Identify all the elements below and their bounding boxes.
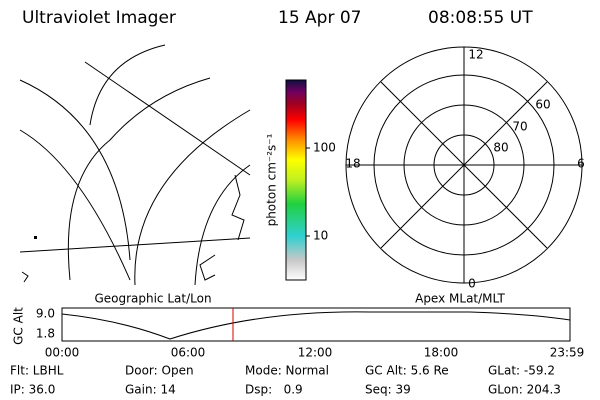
altitude-curve <box>61 311 571 340</box>
status-field: Dsp: 0.9 <box>245 383 303 397</box>
title: Ultraviolet Imager <box>22 8 176 28</box>
map-label: Geographic Lat/Lon <box>94 292 211 306</box>
colorbar-tick: 100 <box>313 141 336 155</box>
status-field: Mode: Normal <box>245 364 329 378</box>
spoke <box>380 81 548 249</box>
lat-label: 70 <box>512 120 527 134</box>
altitude-plot: GC Alt 9.0 1.8 00:00 06:00 12:00 18:00 2… <box>12 307 585 360</box>
lat-arc <box>19 129 131 281</box>
lat-arc <box>134 109 251 286</box>
status-field: GLon: 204.3 <box>488 383 561 397</box>
y-tick-label: 1.8 <box>36 327 55 341</box>
status-field: Flt: LBHL <box>10 364 64 378</box>
marker <box>34 236 37 239</box>
lat-label: 80 <box>493 141 508 155</box>
colorbar: 100 10 photon cm⁻²s⁻¹ <box>265 79 336 281</box>
status-field: Gain: 14 <box>125 383 176 397</box>
mlt-label: 18 <box>345 157 360 171</box>
polar-map: 12 18 6 0 60 70 80 <box>345 46 585 291</box>
footer: Flt: LBHL Door: Open Mode: Normal GC Alt: 5… <box>10 364 561 397</box>
plot-frame <box>61 307 571 342</box>
x-tick-label: 06:00 <box>171 346 206 360</box>
y-tick-label: 9.0 <box>36 307 55 321</box>
colorbar-scale <box>285 79 307 281</box>
status-field: Seq: 39 <box>365 383 411 397</box>
status-field: IP: 36.0 <box>10 383 55 397</box>
map-label: Apex MLat/MLT <box>415 292 505 306</box>
colorbar-tick: 10 <box>313 229 328 243</box>
lat-arc <box>19 79 131 261</box>
x-tick-label: 12:00 <box>298 346 333 360</box>
x-tick-label: 00:00 <box>45 346 80 360</box>
lat-arc <box>194 164 251 286</box>
x-tick-label: 23:59 <box>550 346 585 360</box>
time: 08:08:55 UT <box>428 8 533 28</box>
status-field: GC Alt: 5.6 Re <box>365 364 449 378</box>
mlt-label: 0 <box>468 277 476 291</box>
x-tick-label: 18:00 <box>424 346 459 360</box>
coastline <box>199 174 245 281</box>
lat-arc <box>89 44 166 126</box>
lon-line <box>19 237 251 253</box>
coastline <box>21 271 29 283</box>
y-axis-label: GC Alt <box>12 307 26 345</box>
lat-arc <box>67 77 211 281</box>
lat-label: 60 <box>535 98 550 112</box>
status-field: Door: Open <box>125 364 194 378</box>
lon-line <box>84 61 251 176</box>
colorbar-label: photon cm⁻²s⁻¹ <box>265 133 279 226</box>
mlt-label: 6 <box>577 157 585 171</box>
geographic-map <box>19 44 251 286</box>
mlt-label: 12 <box>468 48 483 62</box>
status-field: GLat: -59.2 <box>488 364 555 378</box>
date: 15 Apr 07 <box>278 8 361 28</box>
